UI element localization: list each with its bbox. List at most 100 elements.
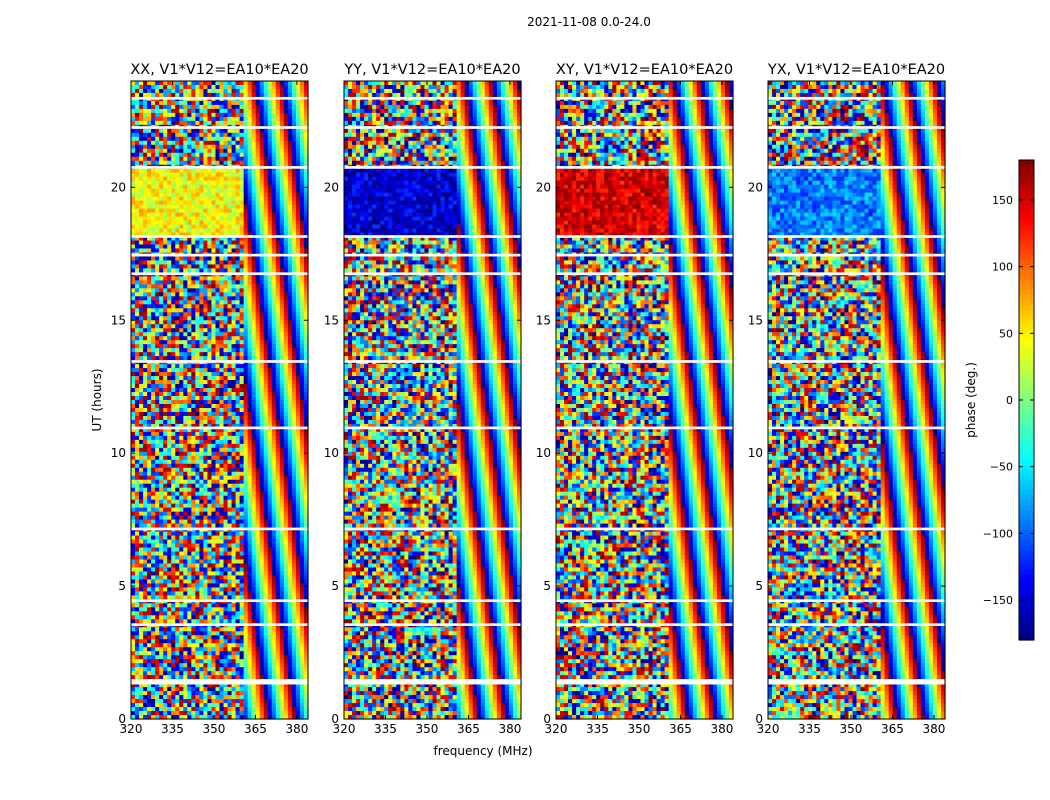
panel-frame — [130, 80, 309, 720]
y-tick-label: 0 — [755, 712, 763, 726]
x-tick-label: 320 — [120, 722, 143, 736]
colorbar-swatch — [1019, 210, 1034, 216]
flagged-band — [768, 96, 945, 100]
flagged-band — [344, 527, 521, 531]
flagged-band — [768, 166, 945, 169]
colorbar-swatch — [1019, 440, 1034, 446]
x-tick-label: 365 — [881, 722, 904, 736]
colorbar-tick-label: 50 — [999, 327, 1013, 340]
colorbar-swatch — [1019, 565, 1034, 571]
colorbar-swatch — [1019, 485, 1034, 491]
x-tick-label: 365 — [669, 722, 692, 736]
phase-raster — [131, 81, 309, 720]
x-tick-label: 350 — [840, 722, 863, 736]
phase-raster — [768, 81, 946, 720]
y-tick-label: 20 — [748, 180, 763, 194]
flagged-band — [344, 96, 521, 100]
colorbar-swatch — [1019, 220, 1034, 226]
colorbar-swatch — [1019, 250, 1034, 256]
y-tick-label: 20 — [111, 180, 126, 194]
flagged-band — [131, 235, 308, 238]
flagged-band — [131, 96, 308, 100]
colorbar-swatch — [1019, 320, 1034, 326]
colorbar-swatch — [1019, 405, 1034, 411]
flagged-band — [131, 679, 308, 685]
colorbar: 150 100 50 0 −50 −100 −150 — [983, 159, 1035, 641]
flagged-band — [344, 166, 521, 169]
colorbar-swatch — [1019, 370, 1034, 376]
flagged-band — [556, 96, 733, 100]
colorbar-swatch — [1019, 345, 1034, 351]
x-tick-label: 350 — [628, 722, 651, 736]
colorbar-swatch — [1019, 395, 1034, 401]
y-tick-label: 10 — [748, 446, 763, 460]
y-tick-label: 5 — [331, 579, 339, 593]
colorbar-tick-label: −100 — [983, 527, 1013, 540]
colorbar-swatch — [1019, 400, 1034, 406]
y-tick-label: 15 — [324, 313, 339, 327]
colorbar-swatch — [1019, 235, 1034, 241]
x-tick-label: 380 — [710, 722, 733, 736]
colorbar-swatch — [1019, 575, 1034, 581]
x-tick-label: 335 — [586, 722, 609, 736]
x-tick-label: 320 — [545, 722, 568, 736]
colorbar-swatch — [1019, 165, 1034, 171]
colorbar-swatch — [1019, 540, 1034, 546]
flagged-band — [131, 426, 308, 430]
colorbar-swatch — [1019, 580, 1034, 586]
colorbar-swatch — [1019, 360, 1034, 366]
colorbar-swatch — [1019, 415, 1034, 421]
colorbar-swatch — [1019, 160, 1034, 166]
colorbar-swatch — [1019, 600, 1034, 606]
colorbar-swatch — [1019, 205, 1034, 211]
flagged-band — [768, 235, 945, 238]
y-tick-label: 5 — [543, 579, 551, 593]
panel-frame — [767, 80, 946, 720]
colorbar-swatch — [1019, 625, 1034, 631]
colorbar-swatch — [1019, 230, 1034, 236]
panel-title: YX, V1*V12=EA10*EA20 — [767, 62, 945, 78]
panel-frame — [343, 80, 522, 720]
colorbar-swatch — [1019, 310, 1034, 316]
y-tick-label: 20 — [324, 180, 339, 194]
y-tick-label: 5 — [118, 579, 126, 593]
colorbar-swatch — [1019, 170, 1034, 176]
x-tick-label: 365 — [457, 722, 480, 736]
colorbar-swatch — [1019, 635, 1034, 641]
x-tick-label: 335 — [161, 722, 184, 736]
colorbar-swatch — [1019, 280, 1034, 286]
flagged-band — [131, 166, 308, 169]
panel-title: XX, V1*V12=EA10*EA20 — [130, 62, 308, 78]
colorbar-swatch — [1019, 460, 1034, 466]
colorbar-swatch — [1019, 550, 1034, 556]
y-tick-label: 15 — [111, 313, 126, 327]
colorbar-swatch — [1019, 385, 1034, 391]
panel-1: XX, V1*V12=EA10*EA20 320 335 350 365 380 0 5 10 1… — [111, 62, 309, 736]
colorbar-swatch — [1019, 520, 1034, 526]
panel-2: YY, V1*V12=EA10*EA20 320 335 350 365 380 0 5 10 1… — [324, 62, 522, 736]
x-tick-label: 350 — [416, 722, 439, 736]
y-tick-label: 0 — [118, 712, 126, 726]
y-tick-label: 0 — [331, 712, 339, 726]
colorbar-swatch — [1019, 195, 1034, 201]
colorbar-swatch — [1019, 255, 1034, 261]
colorbar-swatch — [1019, 420, 1034, 426]
flagged-band — [344, 426, 521, 430]
flagged-band — [556, 272, 733, 276]
x-axis-label: frequency (MHz) — [433, 744, 532, 758]
colorbar-swatch — [1019, 265, 1034, 271]
colorbar-swatch — [1019, 380, 1034, 386]
colorbar-swatch — [1019, 270, 1034, 276]
colorbar-swatch — [1019, 285, 1034, 291]
colorbar-swatch — [1019, 330, 1034, 336]
flagged-band — [768, 679, 945, 685]
y-tick-label: 15 — [748, 313, 763, 327]
phase-raster — [556, 81, 734, 720]
x-tick-label: 380 — [498, 722, 521, 736]
colorbar-swatch — [1019, 180, 1034, 186]
colorbar-swatch — [1019, 495, 1034, 501]
colorbar-swatch — [1019, 295, 1034, 301]
flagged-band — [768, 623, 945, 626]
flagged-band — [556, 166, 733, 169]
